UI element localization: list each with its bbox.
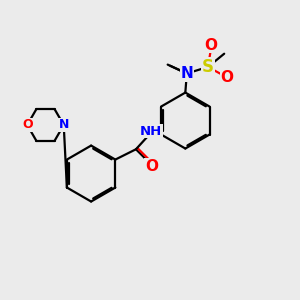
Text: NH: NH: [140, 124, 162, 137]
Text: O: O: [205, 38, 218, 53]
Text: N: N: [58, 118, 69, 131]
Text: O: O: [145, 158, 158, 173]
Text: O: O: [22, 118, 32, 131]
Text: S: S: [202, 58, 214, 76]
Text: O: O: [220, 70, 234, 85]
Text: N: N: [180, 66, 193, 81]
